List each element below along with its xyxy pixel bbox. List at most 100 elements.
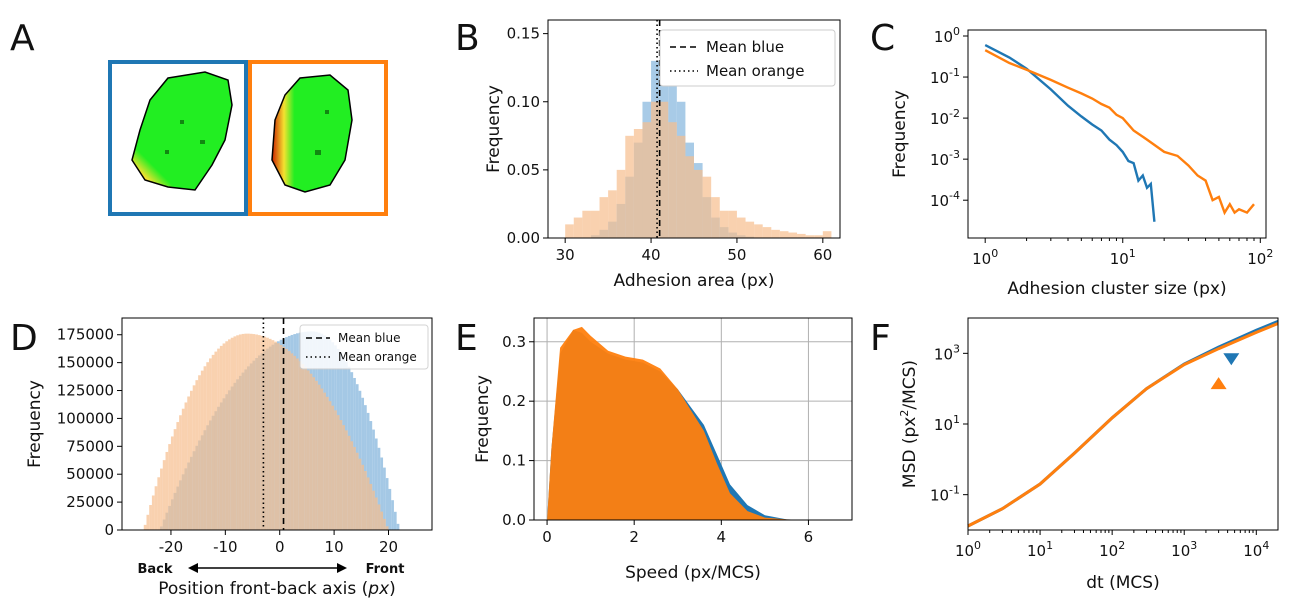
cell-frame-blue — [108, 60, 248, 216]
bar-orange — [702, 176, 712, 238]
x-tick-label: 102 — [1099, 539, 1125, 560]
bar-orange — [209, 358, 212, 530]
marker-orange — [1210, 377, 1227, 390]
x-tick-label: 6 — [804, 528, 814, 546]
legend-label-blue: Mean blue — [338, 331, 400, 345]
series-line-orange — [984, 49, 1255, 216]
bar-blue — [361, 397, 365, 530]
x-tick-label: 60 — [813, 246, 832, 264]
bar-orange — [151, 495, 155, 530]
bar-blue — [380, 457, 384, 530]
bar-blue — [366, 412, 370, 530]
bar-orange — [342, 425, 345, 530]
bar-orange — [181, 408, 185, 530]
axes-frame — [967, 29, 1267, 239]
bar-orange — [198, 375, 201, 530]
bar-orange — [184, 402, 188, 530]
bar-orange — [685, 156, 694, 238]
y-tick-label: 0.3 — [502, 333, 526, 351]
bar-orange — [372, 490, 375, 530]
bar-blue — [377, 447, 381, 530]
bar-orange — [336, 415, 340, 530]
x-tick-label: 102 — [1247, 247, 1273, 268]
bar-orange — [233, 336, 237, 530]
panel-a-cells — [108, 60, 388, 216]
x-tick-label: 40 — [642, 246, 661, 264]
bar-blue — [388, 488, 392, 530]
bar-orange — [369, 483, 373, 530]
bar-orange — [290, 353, 294, 530]
bar-orange — [225, 341, 229, 530]
bar-orange — [315, 380, 318, 530]
bar-orange — [203, 366, 207, 530]
bar-orange — [228, 339, 231, 530]
arrow-label-back: Back — [137, 562, 172, 577]
y-tick-label: 10-1 — [930, 484, 960, 505]
x-tick-label: 100 — [972, 247, 998, 268]
y-tick-label: 0.05 — [507, 161, 540, 179]
bar-orange — [263, 336, 267, 530]
y-tick-label: 103 — [934, 342, 960, 363]
bar-orange — [192, 385, 196, 530]
bar-orange — [676, 135, 686, 238]
bar-orange — [249, 333, 253, 530]
bar-orange — [582, 210, 591, 238]
panel-d-chart: -20 -10 0 10 20 0 25000 50000 75000 100000 125000 1… — [25, 317, 433, 599]
panel-letter-c: C — [870, 18, 895, 59]
cell-shape-blue — [131, 71, 233, 191]
y-tick-label: 10-1 — [930, 66, 960, 87]
cell-frame-orange — [248, 60, 388, 216]
y-tick-label: 75000 — [66, 437, 114, 455]
bar-orange — [590, 210, 600, 238]
axes-frame — [533, 317, 853, 521]
bar-orange — [170, 436, 174, 530]
axes-frame — [121, 317, 433, 531]
marker-blue — [1223, 353, 1240, 366]
x-tick-label: 100 — [955, 539, 981, 560]
bar-orange — [347, 435, 351, 530]
bar-orange — [694, 169, 703, 238]
bar-blue — [383, 467, 386, 530]
x-axis-label: dt (MCS) — [1086, 573, 1159, 593]
bar-orange — [268, 338, 272, 530]
y-tick-label: 101 — [934, 413, 960, 434]
y-tick-label: 10-2 — [930, 107, 960, 128]
y-tick-label: 0.00 — [507, 229, 540, 247]
bar-orange — [711, 197, 720, 238]
y-tick-label: 0 — [104, 521, 114, 539]
bar-orange — [380, 511, 384, 530]
bar-orange — [358, 458, 362, 530]
bar-orange — [257, 335, 261, 530]
bar-blue — [385, 478, 389, 530]
bar-orange — [309, 373, 313, 530]
x-tick-label: -10 — [213, 538, 238, 556]
y-tick-label: 0.0 — [502, 511, 526, 529]
bar-orange — [814, 235, 823, 238]
x-tick-label: 0 — [542, 528, 552, 546]
bar-orange — [659, 101, 669, 238]
arrow-label-front: Front — [366, 562, 405, 577]
x-axis-label: Speed (px/MCS) — [625, 563, 761, 583]
cell-shape-orange — [271, 74, 353, 193]
bar-orange — [642, 122, 652, 238]
bar-orange — [244, 333, 248, 530]
bar-orange — [325, 396, 329, 530]
bar-orange — [625, 135, 634, 238]
bar-blue — [372, 429, 375, 530]
bar-orange — [241, 333, 245, 530]
x-tick-label: 101 — [1027, 539, 1053, 560]
bar-orange — [271, 340, 275, 530]
y-tick-label: 0.1 — [502, 452, 526, 470]
bar-orange — [306, 370, 310, 530]
bar-orange — [162, 460, 166, 530]
x-tick-label: -20 — [159, 538, 184, 556]
bar-orange — [788, 232, 798, 238]
bar-orange — [296, 358, 299, 530]
bar-orange — [383, 518, 386, 530]
panel-e-chart: 0 2 4 6 0.0 0.1 0.2 0.3 Speed (px/MCS) Frequency — [473, 317, 853, 583]
y-tick-label: 100 — [934, 25, 960, 46]
x-tick-label: 4 — [717, 528, 727, 546]
panel-letter-e: E — [455, 318, 478, 359]
y-tick-label: 0.15 — [507, 25, 540, 43]
bar-orange — [219, 345, 223, 530]
